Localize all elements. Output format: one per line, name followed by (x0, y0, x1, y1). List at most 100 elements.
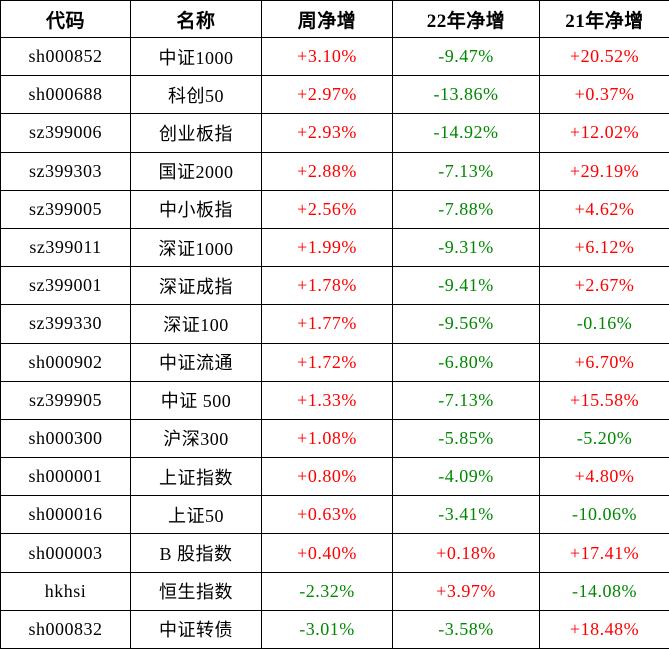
change-2021-cell: +15.58% (539, 380, 669, 420)
change-2021-cell: +29.19% (539, 151, 669, 191)
index-code-cell: sz399001 (0, 266, 131, 306)
index-code-cell: sh000003 (0, 533, 131, 573)
change-2022-cell: +3.97% (392, 571, 540, 611)
index-code-cell: sz399011 (0, 227, 131, 268)
table-row: hkhsi 恒生指数 -2.32% +3.97% -14.08% (0, 571, 669, 611)
index-name-cell: 中证转债 (130, 609, 262, 649)
index-code-cell: sz399330 (0, 304, 131, 344)
table-header-row: 代码 名称 周净增 22年净增 21年净增 (0, 0, 669, 38)
change-2022-cell: -4.09% (392, 457, 540, 497)
column-header-code: 代码 (0, 0, 131, 38)
week-change-cell: +1.99% (261, 227, 393, 268)
week-change-cell: -3.01% (261, 609, 393, 649)
week-change-cell: +2.93% (261, 113, 393, 153)
table-row: sh000902 中证流通 +1.72% -6.80% +6.70% (0, 342, 669, 382)
change-2022-cell: -5.85% (392, 418, 540, 459)
column-header-2021-change: 21年净增 (539, 0, 669, 38)
change-2021-cell: -0.16% (539, 304, 669, 344)
table-row: sz399005 中小板指 +2.56% -7.88% +4.62% (0, 189, 669, 229)
week-change-cell: +1.77% (261, 304, 393, 344)
change-2022-cell: -14.92% (392, 113, 540, 153)
change-2022-cell: -6.80% (392, 342, 540, 382)
week-change-cell: +1.72% (261, 342, 393, 382)
index-code-cell: sh000902 (0, 342, 131, 382)
week-change-cell: +1.33% (261, 380, 393, 420)
table-row: sz399006 创业板指 +2.93% -14.92% +12.02% (0, 113, 669, 153)
index-name-cell: 深证1000 (130, 227, 262, 268)
change-2021-cell: +20.52% (539, 36, 669, 77)
index-name-cell: 深证成指 (130, 266, 262, 306)
index-name-cell: 中小板指 (130, 189, 262, 229)
index-name-cell: 上证指数 (130, 457, 262, 497)
week-change-cell: +2.56% (261, 189, 393, 229)
table-row: sh000016 上证50 +0.63% -3.41% -10.06% (0, 495, 669, 535)
change-2022-cell: -9.31% (392, 227, 540, 268)
week-change-cell: +0.63% (261, 495, 393, 535)
table-row: sh000001 上证指数 +0.80% -4.09% +4.80% (0, 457, 669, 497)
change-2021-cell: -10.06% (539, 495, 669, 535)
index-code-cell: sh000001 (0, 457, 131, 497)
change-2021-cell: +4.62% (539, 189, 669, 229)
change-2021-cell: +2.67% (539, 266, 669, 306)
table-row: sz399011 深证1000 +1.99% -9.31% +6.12% (0, 227, 669, 268)
index-code-cell: sz399905 (0, 380, 131, 420)
change-2022-cell: -3.58% (392, 609, 540, 649)
change-2021-cell: +6.70% (539, 342, 669, 382)
change-2021-cell: +17.41% (539, 533, 669, 573)
index-name-cell: 创业板指 (130, 113, 262, 153)
table-row: sh000832 中证转债 -3.01% -3.58% +18.48% (0, 609, 669, 649)
change-2022-cell: -7.13% (392, 380, 540, 420)
index-name-cell: 科创50 (130, 75, 262, 115)
week-change-cell: +3.10% (261, 36, 393, 77)
index-code-cell: sh000852 (0, 36, 131, 77)
change-2022-cell: -9.56% (392, 304, 540, 344)
column-header-week-change: 周净增 (261, 0, 393, 38)
column-header-name: 名称 (130, 0, 262, 38)
index-code-cell: sh000832 (0, 609, 131, 649)
table-row: sh000688 科创50 +2.97% -13.86% +0.37% (0, 75, 669, 115)
index-code-cell: sz399005 (0, 189, 131, 229)
index-name-cell: 沪深300 (130, 418, 262, 459)
index-name-cell: B 股指数 (130, 533, 262, 573)
change-2021-cell: +12.02% (539, 113, 669, 153)
index-name-cell: 恒生指数 (130, 571, 262, 611)
week-change-cell: +2.97% (261, 75, 393, 115)
index-code-cell: sh000016 (0, 495, 131, 535)
change-2022-cell: +0.18% (392, 533, 540, 573)
table-row: sz399303 国证2000 +2.88% -7.13% +29.19% (0, 151, 669, 191)
table-row: sz399001 深证成指 +1.78% -9.41% +2.67% (0, 266, 669, 306)
table-body: sh000852 中证1000 +3.10% -9.47% +20.52% sh00068… (0, 36, 669, 649)
change-2021-cell: +6.12% (539, 227, 669, 268)
week-change-cell: +2.88% (261, 151, 393, 191)
index-code-cell: hkhsi (0, 571, 131, 611)
index-name-cell: 中证1000 (130, 36, 262, 77)
change-2022-cell: -13.86% (392, 75, 540, 115)
change-2022-cell: -7.88% (392, 189, 540, 229)
change-2022-cell: -9.41% (392, 266, 540, 306)
week-change-cell: +1.78% (261, 266, 393, 306)
index-code-cell: sh000300 (0, 418, 131, 459)
index-name-cell: 中证流通 (130, 342, 262, 382)
index-name-cell: 国证2000 (130, 151, 262, 191)
index-name-cell: 中证 500 (130, 380, 262, 420)
index-name-cell: 上证50 (130, 495, 262, 535)
change-2021-cell: +0.37% (539, 75, 669, 115)
table-row: sz399330 深证100 +1.77% -9.56% -0.16% (0, 304, 669, 344)
table-row: sh000852 中证1000 +3.10% -9.47% +20.52% (0, 36, 669, 77)
index-code-cell: sz399303 (0, 151, 131, 191)
change-2022-cell: -7.13% (392, 151, 540, 191)
table-row: sh000003 B 股指数 +0.40% +0.18% +17.41% (0, 533, 669, 573)
change-2022-cell: -3.41% (392, 495, 540, 535)
index-code-cell: sz399006 (0, 113, 131, 153)
index-name-cell: 深证100 (130, 304, 262, 344)
column-header-2022-change: 22年净增 (392, 0, 540, 38)
change-2021-cell: -5.20% (539, 418, 669, 459)
week-change-cell: +1.08% (261, 418, 393, 459)
change-2021-cell: +4.80% (539, 457, 669, 497)
index-code-cell: sh000688 (0, 75, 131, 115)
week-change-cell: -2.32% (261, 571, 393, 611)
table-row: sz399905 中证 500 +1.33% -7.13% +15.58% (0, 380, 669, 420)
table-row: sh000300 沪深300 +1.08% -5.85% -5.20% (0, 418, 669, 459)
change-2022-cell: -9.47% (392, 36, 540, 77)
